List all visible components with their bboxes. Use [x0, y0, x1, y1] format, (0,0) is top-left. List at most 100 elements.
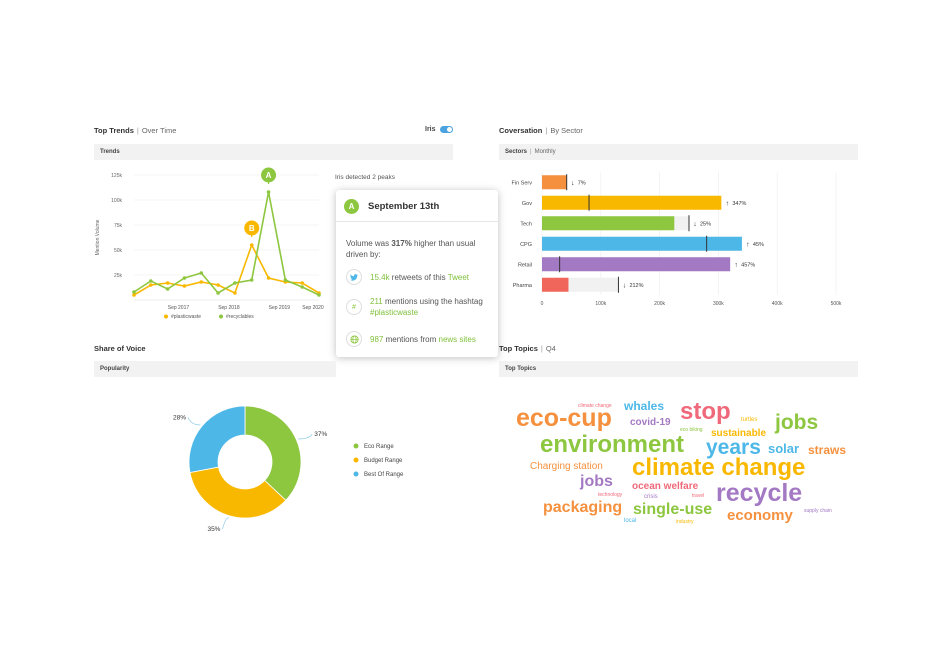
data-point	[199, 271, 204, 275]
topic-word[interactable]: solar	[768, 441, 800, 456]
topics-title: Top Topics	[499, 344, 538, 353]
twitter-icon	[346, 269, 362, 285]
topic-word[interactable]: packaging	[543, 499, 623, 516]
topic-word[interactable]: industry	[676, 519, 694, 525]
y-tick-label: 100k	[111, 198, 122, 204]
popularity-label: Popularity	[100, 366, 130, 372]
x-tick-label: 300k	[713, 301, 724, 307]
popup-badge: A	[344, 199, 359, 214]
iris-toggle-group[interactable]: Iris	[425, 126, 453, 133]
summary-post: higher than usual driven by:	[346, 239, 476, 259]
direction-arrow: ↑	[746, 241, 750, 248]
x-tick-label: Sep 2017	[168, 305, 190, 311]
topic-word[interactable]: sustainable	[711, 428, 767, 439]
topic-word[interactable]: straws	[808, 443, 847, 457]
conversation-panel-title: Coversation | By Sector	[499, 126, 583, 135]
conversation-title: Coversation	[499, 126, 543, 135]
data-point	[182, 276, 187, 280]
bar	[542, 195, 722, 210]
change-label: 25%	[700, 221, 711, 227]
topic-word[interactable]: economy	[727, 507, 793, 524]
topic-word[interactable]: climate change	[632, 454, 806, 481]
popup-date: September 13th	[368, 201, 440, 212]
topic-word[interactable]: ocean welfare	[632, 481, 699, 492]
direction-arrow: ↑	[734, 262, 738, 269]
popup-header: A September 13th	[344, 199, 439, 214]
topics-subheader: Top Topics	[499, 361, 858, 377]
popup-row-hashtag: # 211 mentions using the hashtag #plasti…	[346, 296, 486, 318]
data-point	[283, 278, 288, 282]
label-leader	[187, 417, 201, 426]
topic-word[interactable]: jobs	[775, 411, 819, 434]
topics-panel-title: Top Topics | Q4	[499, 344, 556, 353]
iris-detected-text: Iris detected 2 peaks	[335, 174, 395, 181]
topics-subtitle: Q4	[545, 344, 556, 353]
category-label: Pharma	[513, 283, 533, 289]
topic-word[interactable]: climate change	[578, 403, 612, 409]
direction-arrow: ↑	[726, 200, 730, 207]
topic-word[interactable]: stop	[680, 398, 731, 425]
trends-subheader: Trends	[94, 144, 453, 160]
topic-word[interactable]: local	[624, 518, 637, 524]
legend-marker	[353, 471, 359, 477]
topic-word[interactable]: eco-cup	[516, 404, 612, 432]
topic-word[interactable]: technology	[598, 492, 623, 498]
category-label: Gov	[522, 201, 532, 207]
sov-donut-chart: 37% 35% 28% Eco Range Budget Range Best Of Ra…	[173, 405, 404, 533]
topic-word[interactable]: environment	[540, 431, 685, 458]
bar	[542, 216, 675, 231]
data-point	[266, 190, 271, 194]
summary-pct: 317%	[391, 239, 412, 248]
legend-label: Eco Range	[364, 444, 394, 450]
sectors-label: Sectors	[505, 149, 528, 155]
topic-word[interactable]: Charging station	[530, 461, 603, 472]
data-point	[233, 291, 237, 295]
x-tick-label: 400k	[772, 301, 783, 307]
topic-word[interactable]: crisis	[644, 494, 658, 500]
x-tick-label: 200k	[654, 301, 665, 307]
topics-label: Top Topics	[505, 366, 537, 372]
data-point	[300, 285, 304, 289]
bar	[542, 277, 569, 292]
topic-word[interactable]: jobs	[580, 473, 613, 490]
popup-row-retweets: 15.4k retweets of this Tweet	[346, 269, 469, 285]
trends-subtitle: Over Time	[141, 126, 177, 135]
legend-label: Best Of Range	[364, 472, 404, 478]
peak-detail-popup: A September 13th Volume was 317% higher …	[336, 190, 498, 357]
news-link[interactable]: news sites	[438, 334, 476, 344]
bar	[542, 236, 742, 251]
x-tick-label: Sep 2020	[302, 305, 324, 311]
donut-slice	[189, 466, 287, 519]
data-point	[266, 276, 271, 280]
news-value: 987	[370, 334, 384, 344]
tweet-link[interactable]: Tweet	[447, 272, 470, 282]
topic-word[interactable]: recycle	[716, 479, 803, 507]
hashtag-link[interactable]: #plasticwaste	[370, 308, 419, 317]
topic-word[interactable]: single-use	[633, 501, 713, 518]
y-axis-label: Mention Volume	[95, 219, 101, 255]
trends-line-chart: 125k 100k 75k 50k 25k Mention Volume Sep 2017 S…	[95, 167, 324, 320]
topic-word[interactable]: eco biking	[680, 427, 703, 433]
trends-panel-title: Top Trends | Over Time	[94, 126, 177, 135]
slice-label: 37%	[314, 431, 327, 438]
globe-icon	[346, 331, 362, 347]
topic-word[interactable]: travel	[692, 493, 705, 499]
y-tick-label: 75k	[114, 223, 123, 229]
y-tick-label: 125k	[111, 173, 122, 179]
category-label: CPG	[520, 242, 532, 248]
legend-marker	[353, 457, 359, 463]
hashtag-text: mentions using the hashtag	[382, 297, 483, 306]
peak-a-marker	[261, 167, 277, 183]
iris-toggle[interactable]	[439, 126, 453, 133]
topic-word[interactable]: supply chain	[804, 508, 832, 514]
topic-word[interactable]: years	[706, 436, 761, 459]
data-point	[199, 280, 204, 284]
legend-label: Budget Range	[364, 458, 403, 464]
topic-word[interactable]: whales	[624, 399, 665, 413]
topic-word[interactable]: turtles	[741, 417, 758, 423]
sov-panel-title: Share of Voice	[94, 344, 146, 353]
topic-word[interactable]: covid-19	[630, 417, 671, 428]
x-tick-label: Sep 2019	[269, 305, 291, 311]
slice-label: 35%	[207, 526, 220, 533]
